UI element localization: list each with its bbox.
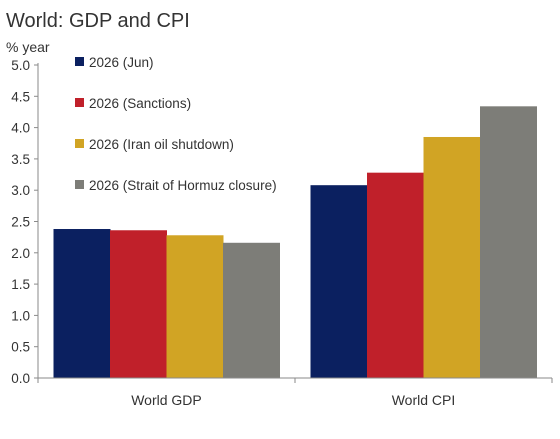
- legend-label: 2026 (Strait of Hormuz closure): [89, 178, 277, 193]
- axes: [37, 63, 553, 383]
- bar-cpi-series-1: [310, 185, 368, 378]
- legend-swatch: [75, 180, 84, 189]
- bar-cpi-series-2: [367, 172, 424, 378]
- bar-cpi-series-4: [480, 106, 537, 378]
- y-tick-label: 1.0: [11, 308, 30, 323]
- legend-label: 2026 (Iran oil shutdown): [89, 137, 234, 152]
- bar-gdp-series-3: [166, 235, 224, 378]
- bar-cpi-series-3: [423, 136, 481, 378]
- y-tick-label: 3.5: [11, 152, 30, 167]
- y-tick-label: 4.0: [11, 121, 30, 136]
- legend-label: 2026 (Jun): [89, 55, 154, 70]
- y-tick-label: 4.5: [11, 89, 30, 104]
- y-axis-unit-label: % year: [6, 39, 50, 55]
- x-category-label: World GDP: [131, 392, 202, 408]
- y-tick-label: 5.0: [11, 58, 30, 73]
- y-tick-label: 1.5: [11, 277, 30, 292]
- y-axis: 0.0 0.5 1.0 1.5 2.0 2.5 3.0 3.5 4.0 4.5 5.0: [11, 58, 38, 386]
- legend: 2026 (Jun) 2026 (Sanctions) 2026 (Iran oil…: [75, 55, 277, 193]
- legend-swatch: [75, 57, 84, 66]
- chart-title: World: GDP and CPI: [6, 10, 190, 32]
- legend-swatch: [75, 139, 84, 148]
- y-tick-label: 3.0: [11, 183, 30, 198]
- bars: [53, 106, 537, 378]
- x-axis: World GDP World CPI: [131, 392, 455, 408]
- y-tick-label: 2.0: [11, 246, 30, 261]
- y-tick-label: 0.0: [11, 371, 30, 386]
- bar-gdp-series-2: [110, 230, 167, 378]
- y-tick-label: 0.5: [11, 340, 30, 355]
- x-category-label: World CPI: [392, 392, 456, 408]
- legend-swatch: [75, 98, 84, 107]
- legend-label: 2026 (Sanctions): [89, 96, 191, 111]
- bar-gdp-series-1: [53, 229, 111, 378]
- bar-gdp-series-4: [223, 242, 280, 378]
- y-tick-label: 2.5: [11, 215, 30, 230]
